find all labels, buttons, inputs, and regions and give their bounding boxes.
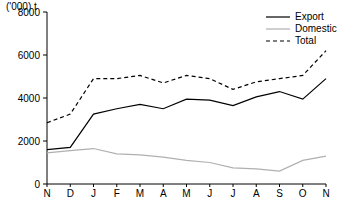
x-tick <box>326 184 327 187</box>
legend-label: Total <box>295 35 316 46</box>
x-tick <box>233 184 234 187</box>
y-tick <box>43 141 47 142</box>
x-tick-label: A <box>253 188 260 199</box>
legend-swatch <box>266 16 290 17</box>
y-tick <box>43 184 47 185</box>
chart: ('000) t02000400060008000NDJFMAMJJASONEx… <box>0 0 354 213</box>
x-tick-label: A <box>160 188 167 199</box>
y-tick-label: 2000 <box>18 136 41 147</box>
x-tick-label: J <box>91 188 96 199</box>
x-tick-label: S <box>276 188 283 199</box>
x-tick <box>209 184 210 187</box>
y-tick <box>43 55 47 56</box>
legend-label: Domestic <box>295 23 337 34</box>
y-tick-label: 8000 <box>18 7 41 18</box>
legend-label: Export <box>295 11 324 22</box>
x-tick <box>186 184 187 187</box>
x-tick-label: M <box>182 188 190 199</box>
series-line <box>47 79 326 150</box>
x-tick-label: O <box>299 188 307 199</box>
series-line <box>47 51 326 123</box>
series-line <box>47 149 326 172</box>
plot-area <box>47 51 326 171</box>
x-tick-label: M <box>136 188 144 199</box>
y-tick <box>43 98 47 99</box>
x-tick <box>93 184 94 187</box>
y-tick-label: 6000 <box>18 50 41 61</box>
x-tick-label: J <box>231 188 236 199</box>
y-tick-label: 0 <box>34 179 40 190</box>
x-tick <box>116 184 117 187</box>
x-tick-label: D <box>67 188 74 199</box>
x-tick-label: N <box>322 188 329 199</box>
x-tick <box>47 184 48 187</box>
x-tick <box>140 184 141 187</box>
x-tick-label: N <box>43 188 50 199</box>
y-tick-label: 4000 <box>18 93 41 104</box>
x-tick <box>279 184 280 187</box>
x-tick <box>256 184 257 187</box>
x-tick-label: F <box>114 188 120 199</box>
x-tick <box>163 184 164 187</box>
y-tick <box>43 12 47 13</box>
x-tick-label: J <box>207 188 212 199</box>
legend-swatch <box>266 28 290 29</box>
legend-swatch <box>266 40 290 41</box>
x-tick <box>302 184 303 187</box>
x-tick <box>70 184 71 187</box>
